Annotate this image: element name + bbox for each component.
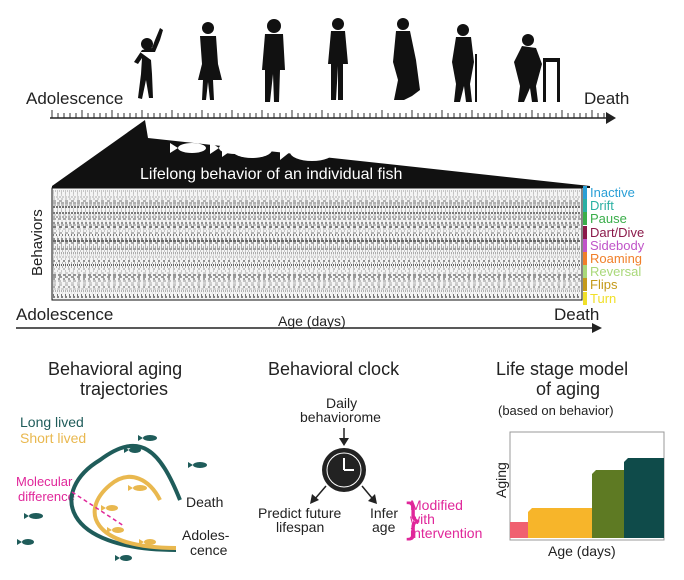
molecular-difference-line: [71, 491, 125, 527]
middle-aged-silhouette: [393, 18, 420, 100]
legend-label: Flips: [590, 277, 618, 293]
fish-icon: [101, 505, 118, 511]
modified-line2: with: [410, 511, 435, 527]
fish-icon: [222, 142, 272, 158]
fish-icon: [138, 435, 157, 441]
life-stage-x-label: Age (days): [548, 543, 616, 559]
short-lived-label: Short lived: [20, 430, 87, 446]
trajectories-title-line2: trajectories: [80, 379, 169, 399]
legend-swatch: [583, 212, 587, 226]
stage-bar-1: [510, 522, 528, 538]
life-stage-chart: [509, 431, 665, 541]
timeline-start-label: Adolescence: [26, 89, 124, 108]
fish-icon: [24, 513, 43, 519]
legend-label: Roaming: [590, 251, 643, 266]
adolescence-label-line1: Adoles-: [182, 527, 230, 543]
fish-x-axis-label: Age (days): [278, 313, 346, 329]
intervention-brace: }: [406, 494, 420, 541]
clock-input-line2: behaviorome: [300, 409, 381, 425]
legend-swatch: [583, 186, 587, 199]
legend-swatch: [583, 291, 587, 305]
legend-label: Reversal: [590, 264, 642, 280]
long-lived-curve: [69, 443, 182, 552]
teen-silhouette: [198, 22, 222, 100]
legend-swatch: [583, 278, 587, 292]
fish-icon: [17, 539, 34, 545]
age-axis-arrow: [16, 323, 602, 333]
fish-icon: [124, 447, 141, 453]
legend-swatch: [583, 225, 587, 239]
legend-swatch: [583, 265, 587, 279]
fish-icon: [107, 527, 124, 533]
life-stage-subtitle: (based on behavior): [498, 403, 614, 418]
zoom-wedge: [52, 120, 590, 188]
fish-icon: [139, 539, 156, 545]
infer-line2: age: [372, 519, 396, 535]
fish-x-start-label: Adolescence: [16, 305, 114, 324]
stage-bar-2: [528, 508, 592, 538]
short-lived-curve: [92, 474, 177, 550]
elderly-walker-silhouette: [514, 34, 560, 102]
child-silhouette: [134, 28, 163, 99]
molecular-label-line2: difference: [18, 489, 75, 504]
trajectories-title-line1: Behavioral aging: [48, 359, 183, 379]
long-lived-label: Long lived: [20, 414, 84, 430]
predict-line1: Predict future: [258, 505, 342, 521]
human-silhouettes: [134, 18, 560, 102]
legend-swatch: [583, 199, 587, 213]
legend-label: Inactive: [590, 185, 635, 200]
life-stage-y-label: Aging: [493, 462, 509, 498]
timeline-end-label: Death: [584, 89, 630, 108]
modified-line1: Modified: [410, 497, 463, 513]
legend-label: Drift: [590, 198, 614, 214]
clock-icon: [322, 448, 366, 492]
legend-label: Turn: [590, 290, 617, 306]
fish-icon: [115, 555, 132, 561]
legend-swatch: [583, 252, 587, 265]
adolescence-label-line2: cence: [190, 542, 228, 558]
stage-bar-4: [624, 458, 664, 538]
modified-line3: intervention: [410, 525, 483, 541]
stage-bar-3: [592, 470, 624, 538]
legend-label: Dart/Dive: [590, 224, 645, 240]
fish-panel-title: Lifelong behavior of an individual fish: [140, 166, 403, 183]
legend-swatch: [583, 238, 587, 252]
life-stage-title-line2: of aging: [536, 379, 601, 399]
clock-title: Behavioral clock: [268, 359, 400, 379]
death-label: Death: [186, 494, 224, 510]
elderly-cane-silhouette: [452, 24, 477, 102]
fish-y-label: Behaviors: [29, 209, 46, 276]
trajectory-plot: [17, 435, 207, 561]
fish-icon: [170, 143, 206, 153]
clock-input-line1: Daily: [326, 395, 358, 411]
legend-label: Sidebody: [590, 237, 645, 253]
fish-icon: [128, 485, 147, 491]
adult-silhouette: [328, 18, 348, 100]
predict-line2: lifespan: [276, 519, 325, 535]
infer-line1: Infer: [370, 505, 399, 521]
legend-label: Pause: [590, 211, 627, 227]
fish-icon: [280, 143, 334, 161]
fish-x-end-label: Death: [554, 305, 600, 324]
life-stage-title-line1: Life stage model: [496, 359, 629, 379]
young-adult-silhouette: [262, 19, 285, 102]
fish-icon: [188, 462, 207, 468]
timeline-axis: [50, 110, 616, 124]
fish-icons: [170, 142, 334, 161]
behavior-heatmap: [51, 187, 583, 301]
clock-diagram: }: [310, 428, 420, 541]
molecular-label-line1: Molecular: [16, 474, 73, 489]
